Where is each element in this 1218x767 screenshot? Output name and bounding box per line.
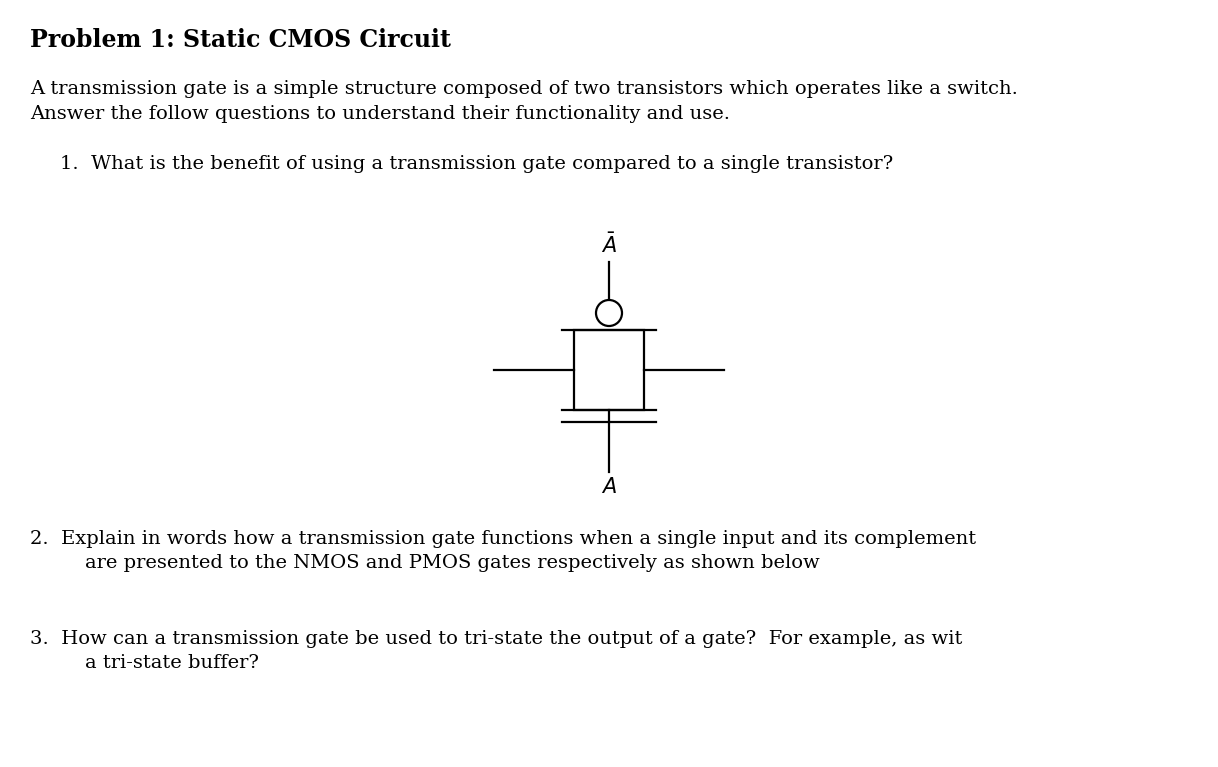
Circle shape	[596, 300, 622, 326]
Text: $\bar{A}$: $\bar{A}$	[600, 232, 618, 257]
Text: 2.  Explain in words how a transmission gate functions when a single input and i: 2. Explain in words how a transmission g…	[30, 530, 976, 548]
Text: Problem 1: Static CMOS Circuit: Problem 1: Static CMOS Circuit	[30, 28, 451, 52]
Text: A transmission gate is a simple structure composed of two transistors which oper: A transmission gate is a simple structur…	[30, 80, 1018, 98]
Text: a tri-state buffer?: a tri-state buffer?	[60, 654, 259, 672]
Text: 1.  What is the benefit of using a transmission gate compared to a single transi: 1. What is the benefit of using a transm…	[60, 155, 893, 173]
Text: are presented to the NMOS and PMOS gates respectively as shown below: are presented to the NMOS and PMOS gates…	[60, 554, 820, 572]
Text: 3.  How can a transmission gate be used to tri-state the output of a gate?  For : 3. How can a transmission gate be used t…	[30, 630, 962, 648]
Text: $A$: $A$	[600, 477, 618, 497]
Bar	[574, 330, 644, 410]
Text: Answer the follow questions to understand their functionality and use.: Answer the follow questions to understan…	[30, 105, 730, 123]
